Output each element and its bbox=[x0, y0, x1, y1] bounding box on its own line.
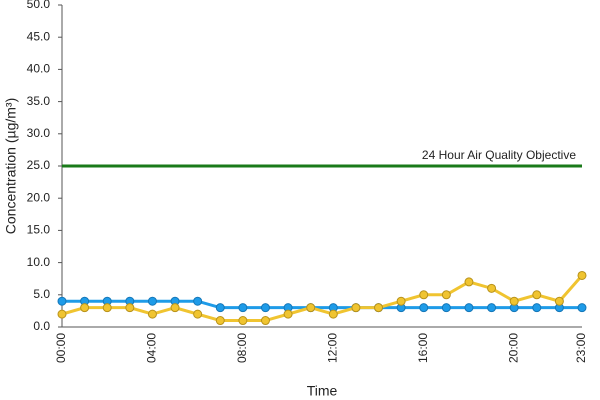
y-tick-label: 20.0 bbox=[27, 190, 51, 204]
point bbox=[170, 303, 180, 313]
point bbox=[147, 296, 157, 306]
point bbox=[351, 303, 361, 313]
y-tick-label: 40.0 bbox=[27, 62, 51, 76]
series-line bbox=[61, 274, 584, 323]
y-tick-label: 35.0 bbox=[27, 94, 51, 108]
point bbox=[215, 316, 225, 326]
point bbox=[464, 277, 474, 287]
y-tick-label: 25.0 bbox=[27, 158, 51, 172]
reference-label: 24 Hour Air Quality Objective bbox=[422, 148, 576, 162]
point bbox=[532, 303, 542, 313]
y-tick-label: 30.0 bbox=[27, 126, 51, 140]
point bbox=[419, 303, 429, 313]
x-tick-label: 12:00 bbox=[325, 333, 339, 363]
point bbox=[487, 303, 497, 313]
y-tick-label: 10.0 bbox=[27, 255, 51, 269]
point bbox=[396, 296, 406, 306]
y-tick-label: 50.0 bbox=[27, 0, 51, 11]
point bbox=[102, 303, 112, 313]
point bbox=[441, 303, 451, 313]
point bbox=[57, 296, 67, 306]
y-tick-label: 5.0 bbox=[33, 287, 50, 301]
point bbox=[260, 316, 270, 326]
point bbox=[193, 296, 203, 306]
point bbox=[283, 309, 293, 319]
point bbox=[260, 303, 270, 313]
point bbox=[577, 303, 587, 313]
point bbox=[328, 309, 338, 319]
point bbox=[80, 303, 90, 313]
y-tick-label: 15.0 bbox=[27, 223, 51, 237]
point bbox=[374, 303, 384, 313]
point bbox=[577, 270, 587, 280]
x-tick-label: 00:00 bbox=[54, 333, 68, 363]
point bbox=[532, 290, 542, 300]
point bbox=[147, 309, 157, 319]
point bbox=[125, 303, 135, 313]
y-tick-label: 45.0 bbox=[27, 29, 51, 43]
point bbox=[238, 316, 248, 326]
point bbox=[238, 303, 248, 313]
point bbox=[306, 303, 316, 313]
point bbox=[441, 290, 451, 300]
series-line bbox=[62, 299, 582, 310]
point bbox=[464, 303, 474, 313]
point bbox=[419, 290, 429, 300]
x-tick-label: 16:00 bbox=[416, 333, 430, 363]
x-axis-title: Time bbox=[307, 383, 338, 399]
x-tick-label: 04:00 bbox=[145, 333, 159, 363]
point bbox=[57, 309, 67, 319]
point bbox=[509, 296, 519, 306]
y-axis-title: Concentration (µg/m³) bbox=[3, 98, 19, 234]
y-tick-label: 0.0 bbox=[33, 319, 50, 333]
point bbox=[554, 296, 564, 306]
point bbox=[215, 303, 225, 313]
x-tick-label: 08:00 bbox=[235, 333, 249, 363]
x-tick-label: 23:00 bbox=[574, 333, 588, 363]
point bbox=[487, 283, 497, 293]
x-tick-label: 20:00 bbox=[506, 333, 520, 363]
point bbox=[193, 309, 203, 319]
